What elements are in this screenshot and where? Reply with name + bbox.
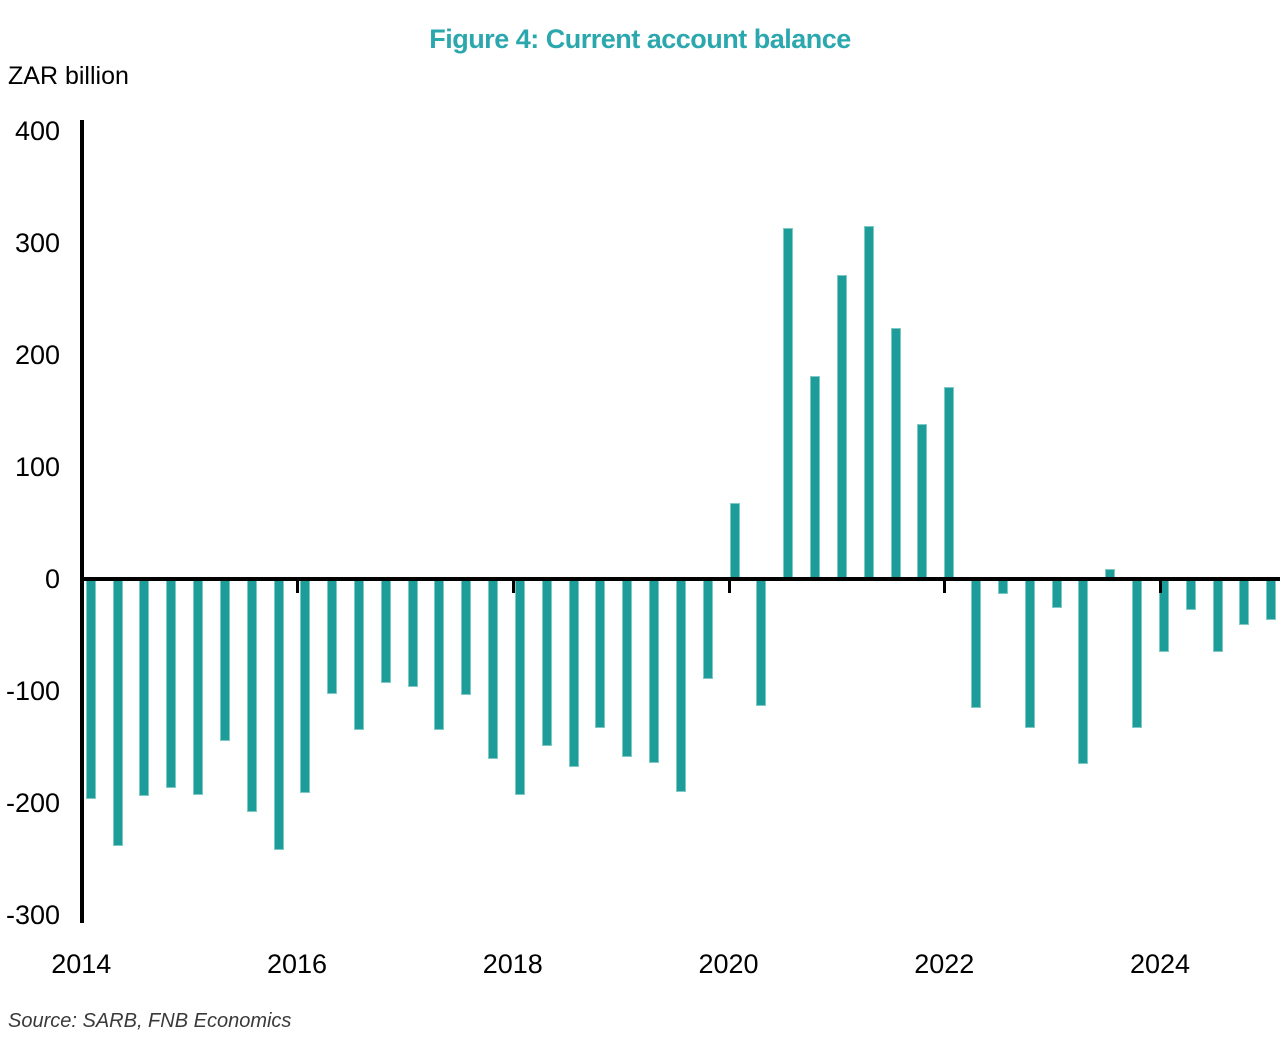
bar: [568, 579, 579, 768]
bar: [139, 579, 150, 797]
y-tick-label: -100: [5, 676, 60, 706]
bar: [193, 579, 204, 796]
bar: [729, 502, 740, 579]
bar: [219, 579, 230, 742]
bar: [1078, 579, 1089, 764]
bar: [1239, 579, 1250, 625]
bar: [434, 579, 445, 731]
bar: [890, 328, 901, 579]
bar: [649, 579, 660, 763]
bar: [1212, 579, 1223, 652]
x-tick-mark: [296, 581, 299, 593]
chart-title: Figure 4: Current account balance: [429, 24, 851, 54]
bar: [675, 579, 686, 792]
x-tick-label: 2018: [482, 949, 543, 979]
bar: [541, 579, 552, 746]
bar: [756, 579, 767, 706]
source-note: Source: SARB, FNB Economics: [8, 1010, 292, 1032]
y-tick-label: 0: [44, 564, 60, 594]
bar: [407, 579, 418, 687]
y-tick-label: -300: [5, 900, 60, 930]
bar: [702, 579, 713, 679]
bar: [514, 579, 525, 796]
y-tick-label: 300: [14, 228, 60, 258]
x-tick-label: 2014: [51, 949, 112, 979]
bar: [863, 226, 874, 579]
x-tick-label: 2024: [1129, 949, 1191, 979]
bar: [166, 579, 177, 789]
bar: [461, 579, 472, 696]
bar: [997, 579, 1008, 594]
bar: [836, 275, 847, 579]
bar: [300, 579, 311, 793]
bar: [1132, 579, 1143, 728]
bar: [917, 424, 928, 579]
y-axis-units-label: ZAR billion: [8, 62, 129, 90]
x-tick-mark: [1159, 581, 1162, 593]
bar: [810, 376, 821, 579]
bar: [971, 579, 982, 708]
bar: [783, 228, 794, 579]
bar: [1185, 579, 1196, 611]
bar: [246, 579, 257, 812]
bar: [380, 579, 391, 684]
bar: [1024, 579, 1035, 728]
bar: [1266, 579, 1277, 621]
bar: [354, 579, 364, 731]
y-tick-label: -200: [5, 788, 60, 818]
zero-baseline: [80, 577, 1280, 581]
x-tick-mark: [943, 581, 947, 593]
x-tick-label: 2022: [914, 949, 975, 979]
bar: [327, 579, 338, 695]
x-tick-label: 2016: [266, 949, 328, 979]
y-tick-label: 200: [14, 340, 60, 370]
y-tick-label: 400: [14, 116, 60, 146]
bar: [488, 579, 499, 760]
bar: [112, 579, 123, 846]
x-tick-mark: [511, 581, 515, 593]
bar: [622, 579, 633, 758]
bar: [944, 387, 955, 579]
x-tick-mark: [727, 581, 731, 593]
x-tick-label: 2020: [698, 949, 759, 979]
y-axis-line: [80, 120, 84, 923]
bar: [1051, 579, 1062, 609]
bar: [595, 579, 606, 728]
y-tick-label: 100: [14, 452, 60, 482]
bar: [85, 579, 96, 799]
bar: [273, 579, 284, 851]
